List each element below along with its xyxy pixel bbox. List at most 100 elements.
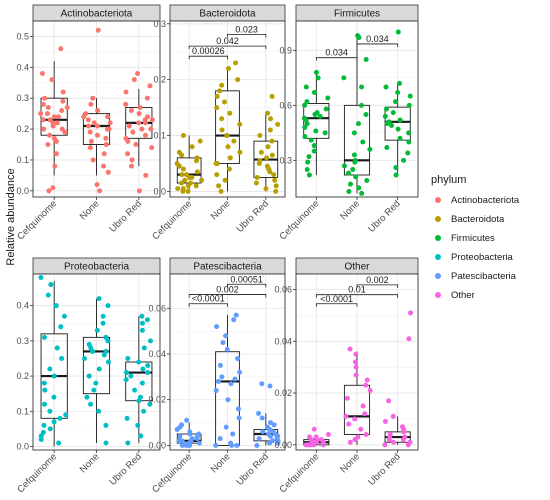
data-point [185, 183, 191, 189]
data-point [54, 345, 60, 351]
data-point [51, 419, 57, 425]
data-point [227, 110, 233, 116]
data-point [406, 336, 412, 342]
data-point [353, 351, 359, 357]
data-point [406, 139, 412, 145]
legend-key [435, 235, 441, 241]
data-point [353, 364, 359, 370]
y-tick-label: 0.04 [274, 336, 292, 346]
significance-bracket [356, 43, 399, 47]
data-point [235, 77, 241, 83]
facet-strip-label: Patescibacteria [193, 262, 262, 273]
data-point [253, 180, 259, 186]
data-point [383, 106, 389, 112]
data-point [223, 424, 229, 430]
data-point [364, 178, 370, 183]
data-point [144, 317, 150, 323]
x-tick-label: Cefquinome [15, 451, 59, 495]
data-point [225, 397, 231, 403]
data-point [219, 82, 225, 88]
data-point [101, 163, 107, 169]
data-point [180, 166, 186, 172]
data-point [257, 133, 263, 139]
data-point [401, 157, 407, 163]
data-point [346, 189, 352, 194]
data-point [147, 83, 153, 89]
data-point [175, 186, 181, 192]
data-point [91, 387, 97, 393]
data-point [401, 429, 407, 435]
data-point [267, 383, 273, 389]
data-point [177, 433, 183, 439]
significance-label: 0.034 [325, 48, 348, 58]
data-point [364, 377, 370, 383]
data-point [397, 135, 403, 141]
data-point [302, 102, 308, 108]
data-point [124, 415, 130, 421]
data-point [352, 437, 358, 443]
data-point [268, 116, 274, 122]
data-point [41, 126, 47, 132]
data-point [313, 128, 319, 134]
data-point [103, 440, 109, 446]
data-point [231, 317, 237, 323]
data-point [353, 372, 359, 378]
data-point [94, 123, 100, 129]
data-point [176, 438, 182, 444]
data-point [236, 415, 242, 421]
legend-key [435, 197, 441, 203]
data-point [184, 442, 190, 448]
data-point [347, 181, 353, 187]
data-point [306, 154, 312, 160]
x-tick-label: None [78, 198, 102, 222]
significance-bracket [315, 294, 399, 298]
data-point [265, 110, 271, 116]
data-point [101, 151, 107, 157]
data-point [135, 422, 141, 428]
data-point [226, 166, 232, 172]
data-point [51, 114, 57, 120]
data-point [145, 363, 151, 369]
data-point [86, 373, 92, 379]
data-point [41, 422, 47, 428]
data-point [235, 356, 241, 362]
data-point [125, 440, 131, 446]
data-point [254, 174, 260, 180]
data-point [139, 320, 145, 326]
data-point [197, 138, 203, 144]
data-point [382, 442, 388, 448]
data-point [186, 174, 192, 180]
data-point [136, 188, 142, 194]
data-point [213, 442, 219, 448]
data-point [317, 113, 323, 119]
box-iqr [40, 97, 68, 136]
y-tick-label: 0.3 [16, 336, 29, 346]
data-point [105, 338, 111, 344]
data-point [233, 60, 239, 66]
y-tick-label: 0.4 [16, 62, 29, 72]
data-point [382, 419, 388, 425]
y-tick-label: 0.2 [16, 371, 29, 381]
data-point [94, 132, 100, 138]
x-tick-label: None [209, 451, 233, 475]
data-point [193, 183, 199, 189]
significance-label: 0.023 [235, 24, 258, 34]
data-point [219, 116, 225, 122]
data-point [123, 370, 129, 376]
significance-bracket [188, 45, 267, 50]
data-point [107, 120, 113, 126]
data-point [214, 93, 220, 99]
data-point [123, 101, 129, 107]
data-point [82, 355, 88, 361]
y-tick-label: 0.3 [279, 155, 292, 165]
x-tick-label: None [338, 451, 362, 475]
data-point [38, 436, 44, 442]
data-point [269, 93, 275, 99]
data-point [267, 169, 273, 175]
data-point [180, 188, 186, 194]
data-point [105, 114, 111, 120]
data-point [217, 88, 223, 94]
data-point [90, 348, 96, 354]
data-point [47, 408, 53, 414]
